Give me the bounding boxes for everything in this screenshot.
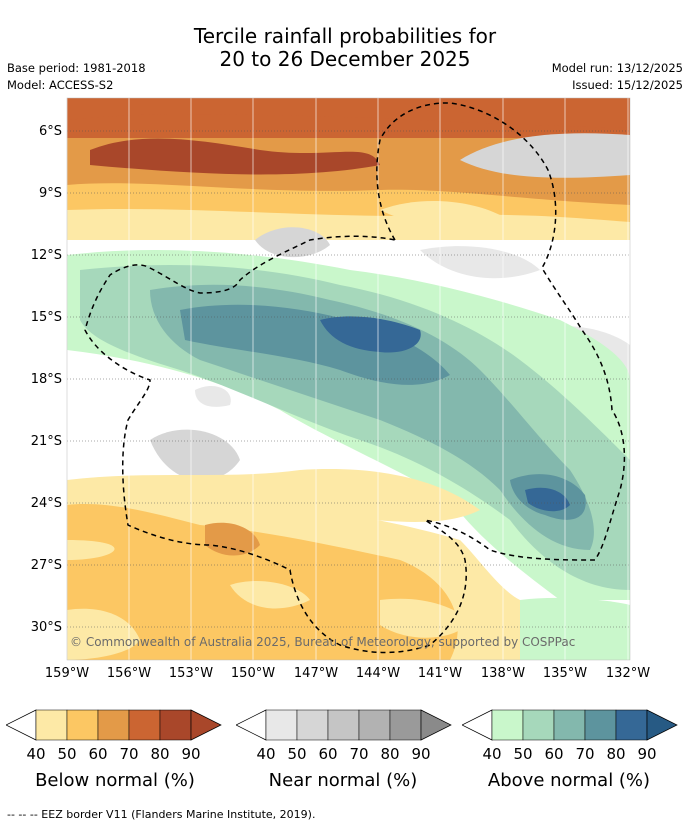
lon-label: 144°W [355,666,401,681]
above-swatch [615,709,648,741]
near-swatch [265,709,298,741]
below-swatch [97,709,130,741]
lat-label: 15°S [30,310,62,325]
eez-footnote: -- -- -- EEZ border V11 (Flanders Marine… [7,808,316,821]
lat-label: 30°S [30,620,62,635]
gridlines [67,130,630,628]
above-tick: 50 [513,745,533,763]
above-swatch [584,709,617,741]
below-tick: 70 [119,745,139,763]
below-swatch [159,709,192,741]
lon-label: 138°W [480,666,526,681]
below-swatch [66,709,99,741]
below-tick: 40 [26,745,46,763]
base-period: Base period: 1981-2018 [7,61,146,75]
below-tick: 80 [150,745,170,763]
map-title-line1: Tercile rainfall probabilities for [193,24,497,48]
below-swatch [190,709,222,741]
above-tick: 40 [482,745,502,763]
near-tick: 90 [411,745,431,763]
near-normal-colorbar [236,709,452,741]
near-normal-title: Near normal (%) [268,770,418,791]
above-tick: 90 [637,745,657,763]
lat-label: 21°S [30,434,62,449]
above-swatch [553,709,586,741]
above-tick: 60 [544,745,564,763]
above-tick: 80 [606,745,626,763]
lon-label: 147°W [293,666,339,681]
model-run: Model run: 13/12/2025 [551,61,683,75]
lat-label: 27°S [30,558,62,573]
below-tick: 50 [57,745,77,763]
near-tick: 80 [380,745,400,763]
above-normal-colorbar [462,709,678,741]
lat-label: 9°S [38,186,62,201]
lon-label: 156°W [106,666,152,681]
near-tick: 70 [349,745,369,763]
model-name: Model: ACCESS-S2 [7,78,114,92]
near-tick: 40 [256,745,276,763]
lon-label: 153°W [168,666,214,681]
lon-label: 141°W [417,666,463,681]
near-swatch [327,709,360,741]
issued-date: Issued: 15/12/2025 [572,78,683,92]
below-normal-title: Below normal (%) [35,770,195,791]
copyright-credit: © Commonwealth of Australia 2025, Bureau… [70,635,576,649]
lat-label: 6°S [38,124,62,139]
near-swatch [389,709,422,741]
near-swatch [296,709,329,741]
above-swatch [522,709,555,741]
above-swatch [491,709,524,741]
eez-border [84,102,626,654]
lat-label: 24°S [30,496,62,511]
lon-label: 132°W [605,666,651,681]
near-tick: 50 [287,745,307,763]
near-tick: 60 [318,745,338,763]
below-tick: 60 [88,745,108,763]
near-swatch [358,709,391,741]
below-swatch [128,709,161,741]
map-title-line2: 20 to 26 December 2025 [219,47,471,71]
lat-label: 18°S [30,372,62,387]
below-normal-colorbar [6,709,222,741]
above-swatch [646,709,678,741]
below-swatch [35,709,68,741]
lon-label: 135°W [542,666,588,681]
lat-label: 12°S [30,248,62,263]
lon-label: 150°W [230,666,276,681]
above-normal-title: Above normal (%) [487,770,651,791]
probability-fields [67,98,630,660]
below-tick: 90 [181,745,201,763]
lon-label: 159°W [44,666,90,681]
meridians [67,98,629,660]
above-tick: 70 [575,745,595,763]
near-swatch [420,709,452,741]
